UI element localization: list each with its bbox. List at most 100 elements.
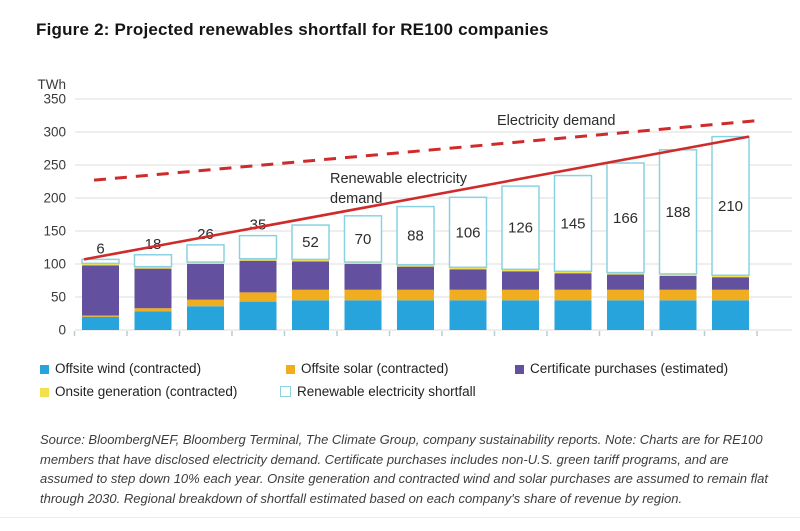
bar-segment	[712, 277, 749, 290]
bar-segment	[659, 289, 697, 301]
legend-swatch	[40, 364, 49, 374]
bar-segment	[396, 205, 435, 266]
bar-segment	[449, 289, 487, 301]
bar-segment	[711, 135, 750, 276]
bar-value-label: 70	[355, 231, 372, 248]
bar-segment	[239, 258, 277, 261]
legend-swatch	[40, 387, 49, 397]
bar-value-label: 188	[665, 204, 690, 221]
bar-segment	[397, 289, 434, 301]
bar-segment	[712, 275, 749, 278]
legend-swatch	[280, 385, 291, 397]
bar-value-label: 35	[250, 217, 267, 234]
bar-segment	[607, 272, 644, 275]
chart-title: Figure 2: Projected renewables shortfall…	[36, 20, 549, 39]
legend-label: Onsite generation (contracted)	[55, 384, 238, 399]
renewable-demand-line-label: Renewable electricity demand	[330, 171, 468, 207]
bar-segment	[187, 262, 224, 264]
bar-value-label: 166	[613, 210, 638, 227]
bar-segment	[187, 264, 224, 300]
bar-segment	[502, 300, 539, 330]
bar-segment	[659, 300, 697, 330]
y-tick-label: 250	[43, 158, 66, 173]
bar-segment	[292, 300, 329, 330]
bar-segment	[501, 185, 540, 271]
legend-item: Offsite wind (contracted)	[40, 361, 201, 379]
bar-value-label: 26	[197, 226, 214, 243]
bar-segment	[554, 300, 592, 330]
bar-segment	[449, 269, 487, 290]
legend-label: Offsite solar (contracted)	[301, 361, 449, 376]
bar-segment	[658, 149, 698, 275]
bar-segment	[239, 292, 277, 302]
bar-segment	[502, 269, 539, 272]
bar-segment	[134, 311, 172, 330]
y-tick-label: 300	[43, 125, 66, 140]
bar-segment	[606, 162, 645, 274]
legend-label: Certificate purchases (estimated)	[530, 361, 729, 376]
bottom-divider	[0, 517, 800, 518]
bar-segment	[134, 268, 172, 309]
bar-segment	[607, 300, 644, 330]
bar-value-label: 145	[560, 215, 585, 232]
bar-segment	[343, 215, 383, 263]
bar-segment	[554, 271, 592, 274]
legend-label: Renewable electricity shortfall	[297, 384, 476, 399]
legend-label: Offsite wind (contracted)	[55, 361, 202, 376]
bar-segment	[448, 196, 488, 269]
bar-segment	[292, 289, 329, 301]
y-tick-label: 0	[58, 323, 66, 338]
legend-item: Certificate purchases (estimated)	[515, 361, 728, 379]
y-axis-unit-label: TWh	[38, 77, 67, 92]
renewable-demand-line	[83, 135, 750, 261]
bar-segment	[397, 266, 434, 290]
bar-segment	[607, 274, 644, 290]
bar-segment	[292, 261, 329, 290]
bar-segment	[554, 289, 592, 301]
bar-segment	[187, 299, 224, 307]
bar-segment	[187, 306, 224, 330]
bar-value-label: 210	[718, 198, 743, 215]
bar-segment	[186, 244, 225, 263]
bar-segment	[449, 267, 487, 270]
bar-segment	[659, 275, 697, 290]
bar-segment	[502, 289, 539, 301]
bar-segment	[239, 260, 277, 293]
bar-segment	[344, 300, 382, 330]
bar-segment	[607, 289, 644, 301]
bar-segment	[292, 259, 329, 262]
bar-segment	[82, 265, 119, 316]
legend-swatch	[286, 364, 295, 374]
bar-segment	[82, 315, 119, 317]
bar-segment	[397, 264, 434, 267]
bar-segment	[449, 300, 487, 330]
bar-segment	[344, 264, 382, 290]
bar-segment	[81, 258, 120, 265]
y-tick-label: 350	[43, 92, 66, 107]
bar-segment	[502, 271, 539, 290]
electricity-demand-line	[93, 118, 764, 182]
y-tick-label: 150	[43, 224, 66, 239]
y-tick-label: 50	[51, 290, 66, 305]
legend-swatch	[515, 364, 524, 374]
bar-value-label: 106	[455, 224, 480, 241]
bar-segment	[134, 266, 172, 269]
bar-value-label: 52	[302, 234, 319, 251]
bar-segment	[82, 263, 119, 266]
legend-item: Offsite solar (contracted)	[286, 361, 449, 379]
electricity-demand-line-label: Electricity demand	[497, 113, 616, 129]
bar-segment	[344, 289, 382, 301]
bar-segment	[82, 316, 119, 330]
bar-value-label: 126	[508, 220, 533, 237]
bar-segment	[238, 234, 278, 260]
bar-segment	[712, 300, 749, 330]
bar-segment	[554, 273, 592, 290]
bar-segment	[553, 174, 593, 273]
bar-segment	[344, 262, 382, 264]
bar-segment	[291, 224, 330, 261]
legend-item: Renewable electricity shortfall	[280, 384, 476, 402]
y-tick-label: 100	[43, 257, 66, 272]
bar-segment	[659, 273, 697, 276]
